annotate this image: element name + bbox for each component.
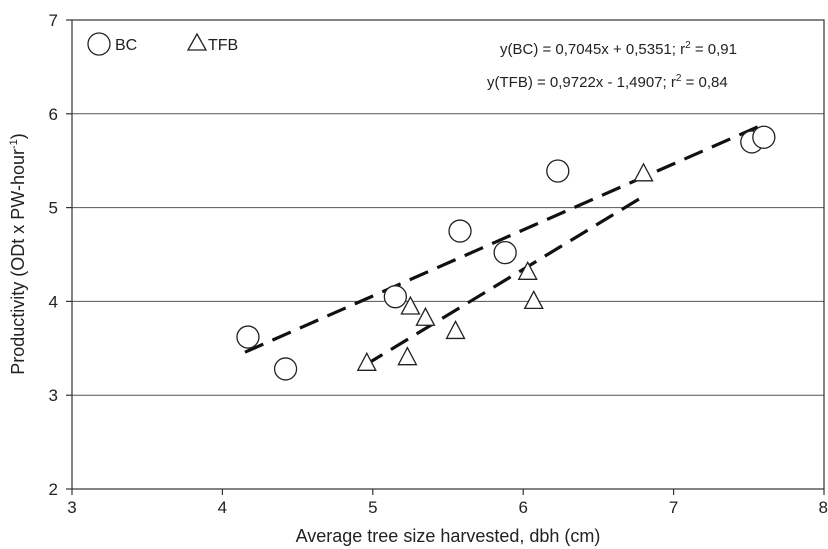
x-tick-label: 3 [67, 498, 76, 517]
point-tfb [523, 290, 544, 310]
y-tick-label: 3 [49, 386, 58, 405]
trend-lines [244, 122, 765, 367]
point-bc [273, 357, 298, 381]
x-axis-title: Average tree size harvested, dbh (cm) [296, 526, 601, 546]
x-tick-label: 4 [218, 498, 227, 517]
gridlines [72, 113, 824, 396]
x-tick-label: 8 [819, 498, 828, 517]
point-tfb [633, 162, 654, 182]
x-tick-label: 5 [368, 498, 377, 517]
trend-line-tfb [364, 194, 645, 367]
point-bc [383, 285, 408, 309]
point-tfb [356, 351, 377, 371]
y-tick-label: 5 [49, 199, 58, 218]
y-tick-label: 2 [49, 480, 58, 499]
point-bc [546, 159, 570, 183]
equation-bc: y(BC) = 0,7045x + 0,5351; r2 = 0,91 [500, 40, 737, 58]
legend-marker-bc [87, 32, 111, 56]
y-axis-ticks: 2 3 4 5 6 7 [49, 11, 72, 499]
legend-label-bc: BC [115, 37, 137, 54]
data-points [236, 125, 776, 381]
legend-marker-tfb [186, 32, 208, 51]
point-tfb [400, 295, 421, 315]
legend-label-tfb: TFB [208, 37, 238, 54]
x-axis-ticks: 3 4 5 6 7 8 [67, 489, 828, 517]
equation-tfb: y(TFB) = 0,9722x - 1,4907; r2 = 0,84 [487, 73, 728, 91]
plot-area-frame [71, 19, 825, 490]
point-bc [752, 125, 776, 149]
x-tick-label: 6 [518, 498, 527, 517]
point-tfb [415, 306, 436, 326]
y-axis-title: Productivity (ODt x PW-hour-1) [8, 133, 28, 375]
legend: BC TFB [87, 32, 238, 56]
x-tick-label: 7 [669, 498, 678, 517]
point-bc [448, 219, 472, 243]
point-tfb [517, 260, 538, 280]
point-bc [236, 325, 260, 349]
y-tick-label: 4 [49, 292, 58, 311]
y-tick-label: 6 [49, 105, 58, 124]
trend-line-bc [244, 122, 765, 354]
point-tfb [445, 320, 466, 340]
y-tick-label: 7 [49, 11, 58, 30]
point-tfb [397, 346, 418, 366]
point-bc [493, 240, 517, 265]
